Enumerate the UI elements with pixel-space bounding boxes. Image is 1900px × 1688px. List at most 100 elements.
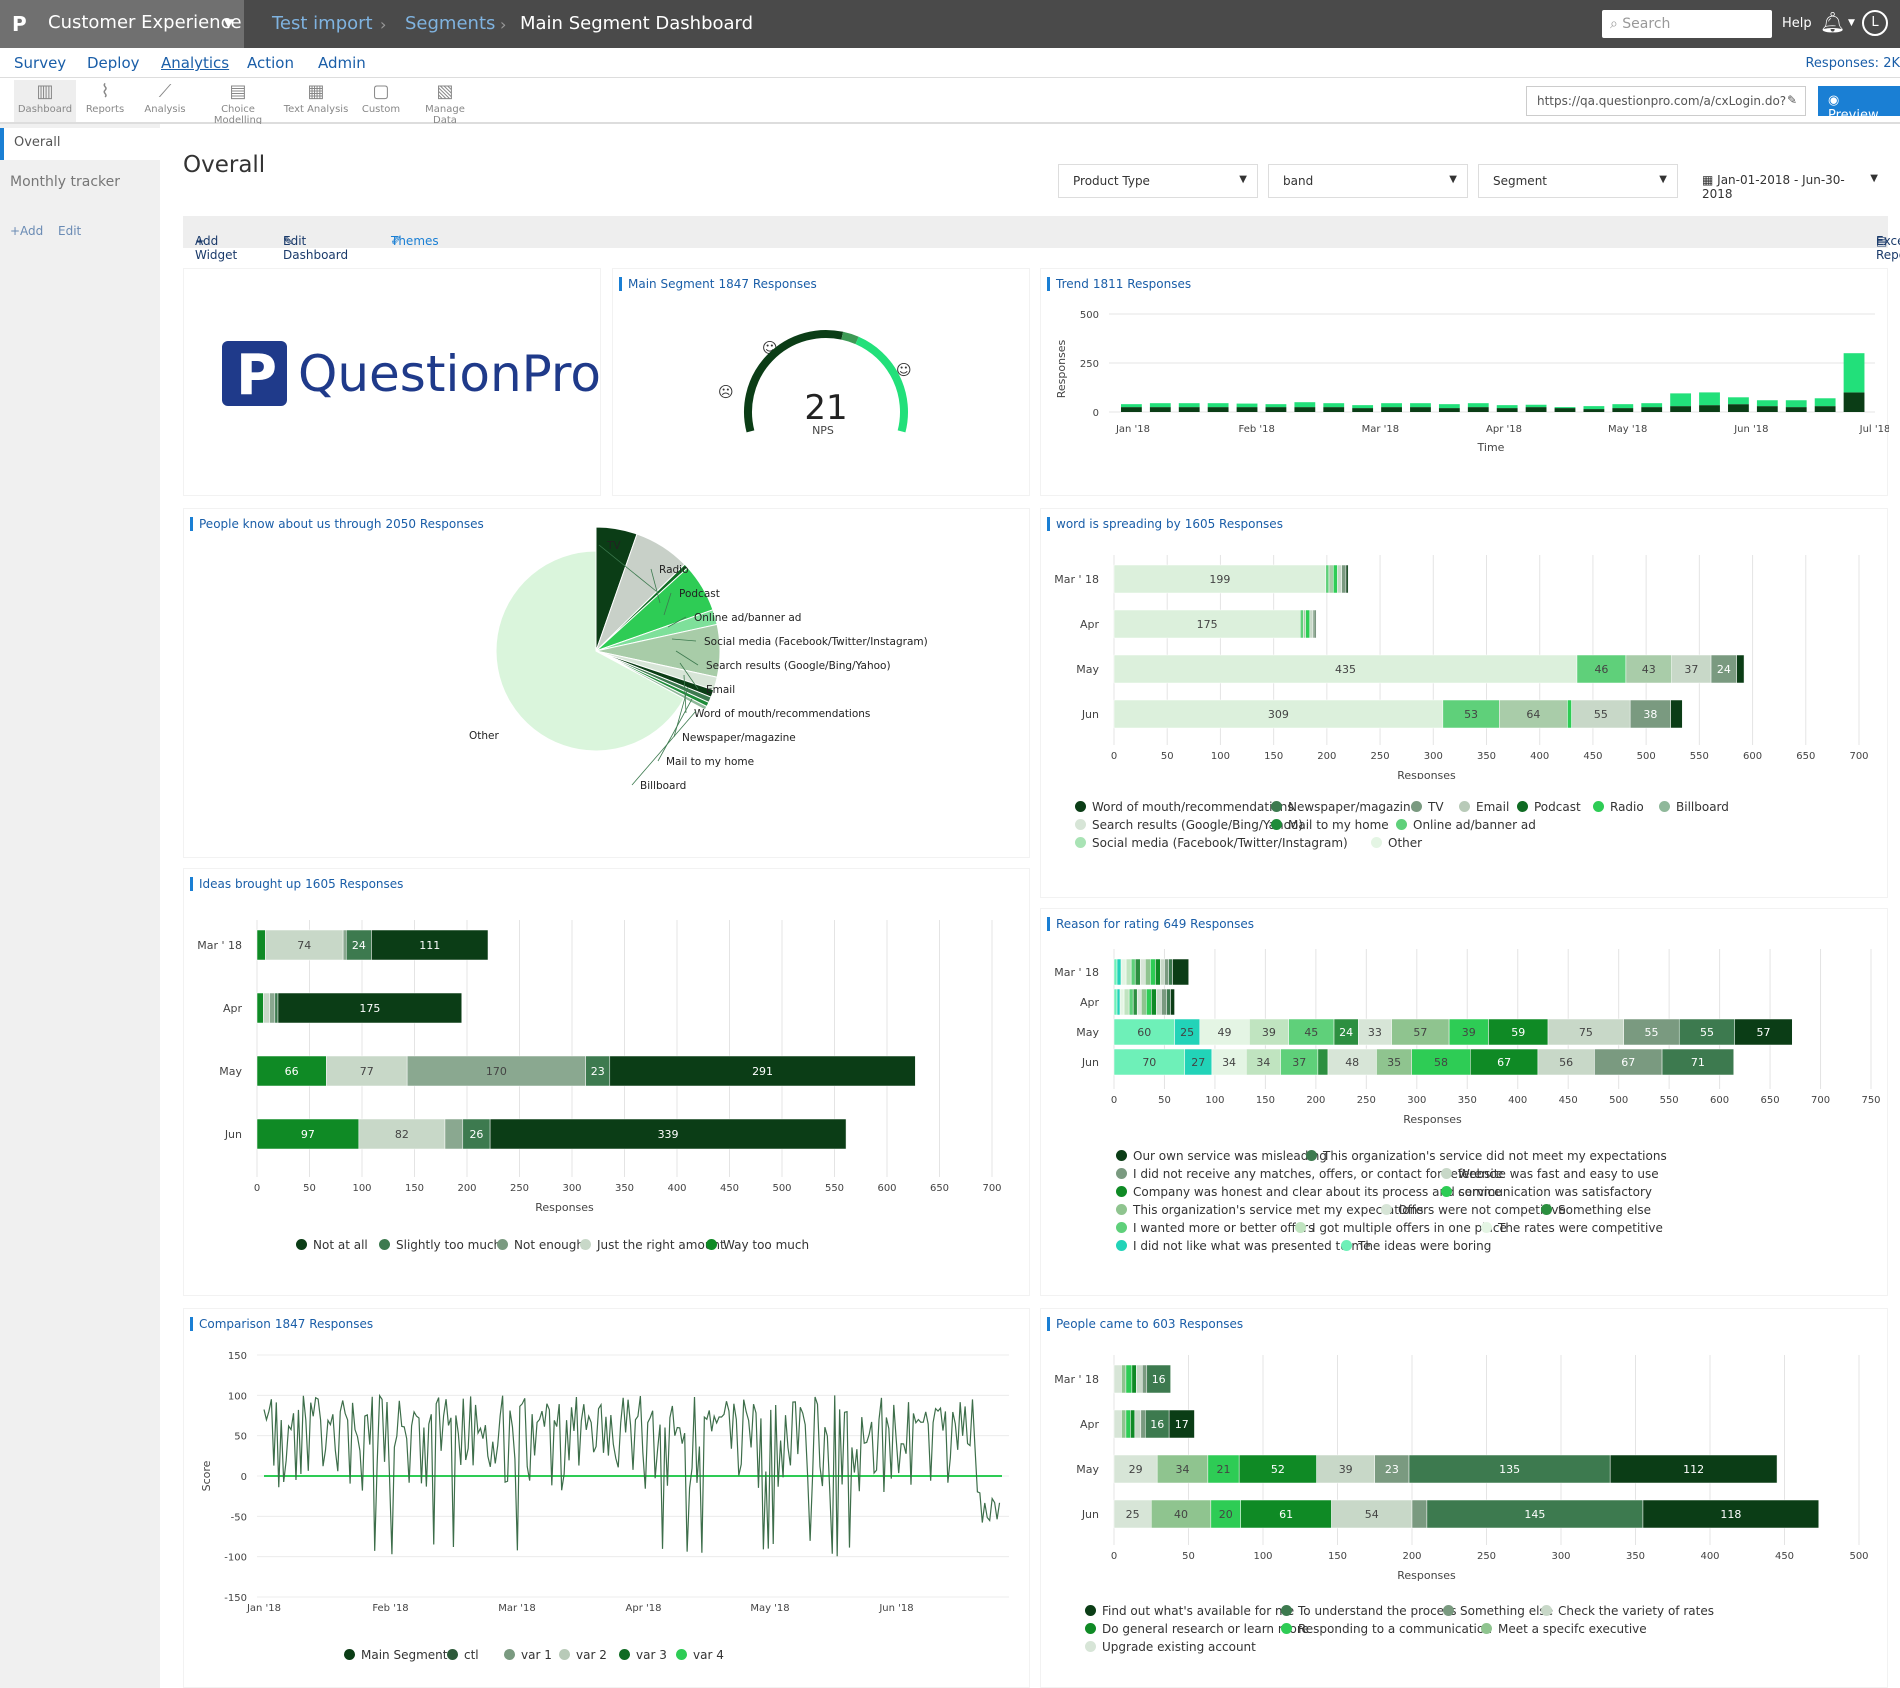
preview-button[interactable]: ◉ Preview <box>1818 86 1900 123</box>
legend-item[interactable]: This organization's service met my expec… <box>1116 1203 1423 1217</box>
bar-segment <box>342 929 347 961</box>
app-switcher[interactable]: P Customer Experience ▼ <box>0 0 244 48</box>
legend-item[interactable]: Do general research or learn more <box>1085 1622 1309 1636</box>
nav-deploy[interactable]: Deploy <box>87 54 140 72</box>
data-label: 56 <box>1559 1056 1573 1069</box>
legend-item[interactable]: Our own service was misleading <box>1116 1149 1327 1163</box>
filter-product-type[interactable]: Product Type ▼ <box>1058 164 1258 198</box>
avatar[interactable]: L <box>1862 10 1888 36</box>
legend-item[interactable]: TV <box>1411 800 1444 814</box>
data-label: 64 <box>1526 708 1540 721</box>
data-label: 71 <box>1691 1056 1705 1069</box>
legend-item[interactable]: This organization's service did not meet… <box>1306 1149 1667 1163</box>
legend-item[interactable]: Radio <box>1593 800 1644 814</box>
legend-item[interactable]: communication was satisfactory <box>1441 1185 1652 1199</box>
legend-item[interactable]: Newspaper/magazine <box>1271 800 1418 814</box>
legend-item[interactable]: Meet a specifc executive <box>1481 1622 1647 1636</box>
legend-item[interactable]: Online ad/banner ad <box>1396 818 1536 832</box>
sidebar-item-monthly-tracker[interactable]: Monthly tracker <box>10 174 121 190</box>
nav-action[interactable]: Action <box>247 54 294 72</box>
add-dashboard-link[interactable]: +Add <box>10 224 44 238</box>
legend-item[interactable]: Social media (Facebook/Twitter/Instagram… <box>1075 836 1348 850</box>
legend-dot-icon <box>296 1239 307 1250</box>
legend-item[interactable]: Main Segment <box>344 1648 447 1662</box>
nav-analytics[interactable]: Analytics <box>161 54 230 72</box>
legend-item[interactable]: var 2 <box>559 1648 607 1662</box>
legend-item[interactable]: ctl <box>447 1648 479 1662</box>
legend-item[interactable]: The ideas were boring <box>1341 1239 1491 1253</box>
legend-item[interactable]: Word of mouth/recommendations <box>1075 800 1294 814</box>
legend-item[interactable]: Responding to a communication <box>1281 1622 1492 1636</box>
nav-survey[interactable]: Survey <box>14 54 67 72</box>
tool-analysis[interactable]: ⟋ Analysis <box>134 80 196 122</box>
breadcrumb-test-import[interactable]: Test import <box>272 13 373 34</box>
data-label: 55 <box>1644 1026 1658 1039</box>
data-label: 24 <box>1717 663 1731 676</box>
legend-item[interactable]: I did not like what was presented to me <box>1116 1239 1370 1253</box>
bar-segment <box>1280 1048 1319 1076</box>
legend-label: Email <box>1476 800 1510 814</box>
category-label: Apr <box>1080 1418 1100 1431</box>
widget-title: Reason for rating 649 Responses <box>1047 917 1254 931</box>
legend-item[interactable]: Mail to my home <box>1271 818 1389 832</box>
legend-item[interactable]: Not at all <box>296 1238 368 1252</box>
trend-bar-top <box>1121 404 1142 408</box>
tool-reports[interactable]: ⌇ Reports <box>74 80 136 122</box>
nav-admin[interactable]: Admin <box>318 54 366 72</box>
legend-item[interactable]: The rates were competitive <box>1481 1221 1663 1235</box>
legend-item[interactable]: I did not receive any matches, offers, o… <box>1116 1167 1503 1181</box>
tool-manage-data[interactable]: ▧ Manage Data <box>412 80 478 126</box>
legend-item[interactable]: var 1 <box>504 1648 552 1662</box>
logo-widget: P QuestionPro <box>183 268 601 496</box>
legend-label: Social media (Facebook/Twitter/Instagram… <box>1092 836 1348 850</box>
edit-dashboard-link[interactable]: Edit <box>58 224 82 238</box>
questionpro-logo: P QuestionPro <box>222 341 601 408</box>
search-input[interactable]: ⌕ Search <box>1602 10 1772 38</box>
filter-band[interactable]: band ▼ <box>1268 164 1468 198</box>
legend-item[interactable]: Something else <box>1443 1604 1553 1618</box>
bar-segment <box>263 992 270 1024</box>
tool-choice-modelling[interactable]: ▤ Choice Modelling <box>198 80 278 126</box>
legend-item[interactable]: Offers were not competitive <box>1381 1203 1566 1217</box>
legend-dot-icon <box>676 1649 687 1660</box>
legend-label: Search results (Google/Bing/Yahoo) <box>1092 818 1303 832</box>
url-field[interactable]: https://qa.questionpro.com/a/cxLogin.do?… <box>1526 86 1806 116</box>
legend-item[interactable]: Email <box>1459 800 1509 814</box>
legend-item[interactable]: Billboard <box>1659 800 1729 814</box>
excel-icon: ▧ <box>436 81 454 102</box>
legend-item[interactable]: Company was honest and clear about its p… <box>1116 1185 1502 1199</box>
legend-item[interactable]: To understand the process <box>1281 1604 1457 1618</box>
pie-leader-line <box>675 650 699 666</box>
legend-item[interactable]: I wanted more or better offers <box>1116 1221 1314 1235</box>
legend-item[interactable]: Check the variety of rates <box>1541 1604 1714 1618</box>
tool-custom[interactable]: ▢ Custom <box>350 80 412 122</box>
legend-item[interactable]: Search results (Google/Bing/Yahoo) <box>1075 818 1303 832</box>
legend-item[interactable]: Website was fast and easy to use <box>1441 1167 1659 1181</box>
date-range-picker[interactable]: ▦ Jan-01-2018 - Jun-30-2018 ▼ <box>1688 164 1888 201</box>
tool-text-analysis[interactable]: ▦ Text Analysis <box>282 80 350 122</box>
category-label: Mar ' 18 <box>1054 1373 1099 1386</box>
bell-icon[interactable]: 🔔︎ <box>1820 10 1846 34</box>
legend-item[interactable]: var 4 <box>676 1648 724 1662</box>
legend-item[interactable]: Way too much <box>706 1238 809 1252</box>
breadcrumb-segments[interactable]: Segments <box>405 13 496 34</box>
help-link[interactable]: Help <box>1782 16 1812 31</box>
legend-item[interactable]: I got multiple offers in one place <box>1295 1221 1507 1235</box>
legend-item[interactable]: Podcast <box>1517 800 1581 814</box>
filter-segment[interactable]: Segment ▼ <box>1478 164 1678 198</box>
legend-item[interactable]: Not enough <box>497 1238 584 1252</box>
legend-item[interactable]: Slightly too much <box>379 1238 501 1252</box>
bar-segment <box>256 992 264 1024</box>
legend-item[interactable]: Just the right amount <box>580 1238 725 1252</box>
pie-label: Mail to my home <box>666 756 754 768</box>
bar-segment <box>1139 958 1146 986</box>
legend-item[interactable]: Find out what's available for me <box>1085 1604 1294 1618</box>
legend-item[interactable]: var 3 <box>619 1648 667 1662</box>
tool-dashboard[interactable]: ▥ Dashboard <box>14 80 76 122</box>
legend-item[interactable]: Upgrade existing account <box>1085 1640 1256 1654</box>
bar-segment <box>1172 958 1189 986</box>
sidebar-item-overall[interactable]: Overall <box>0 128 160 160</box>
legend-item[interactable]: Something else <box>1541 1203 1651 1217</box>
pencil-icon[interactable]: ✎ <box>1786 93 1797 107</box>
legend-item[interactable]: Other <box>1371 836 1422 850</box>
